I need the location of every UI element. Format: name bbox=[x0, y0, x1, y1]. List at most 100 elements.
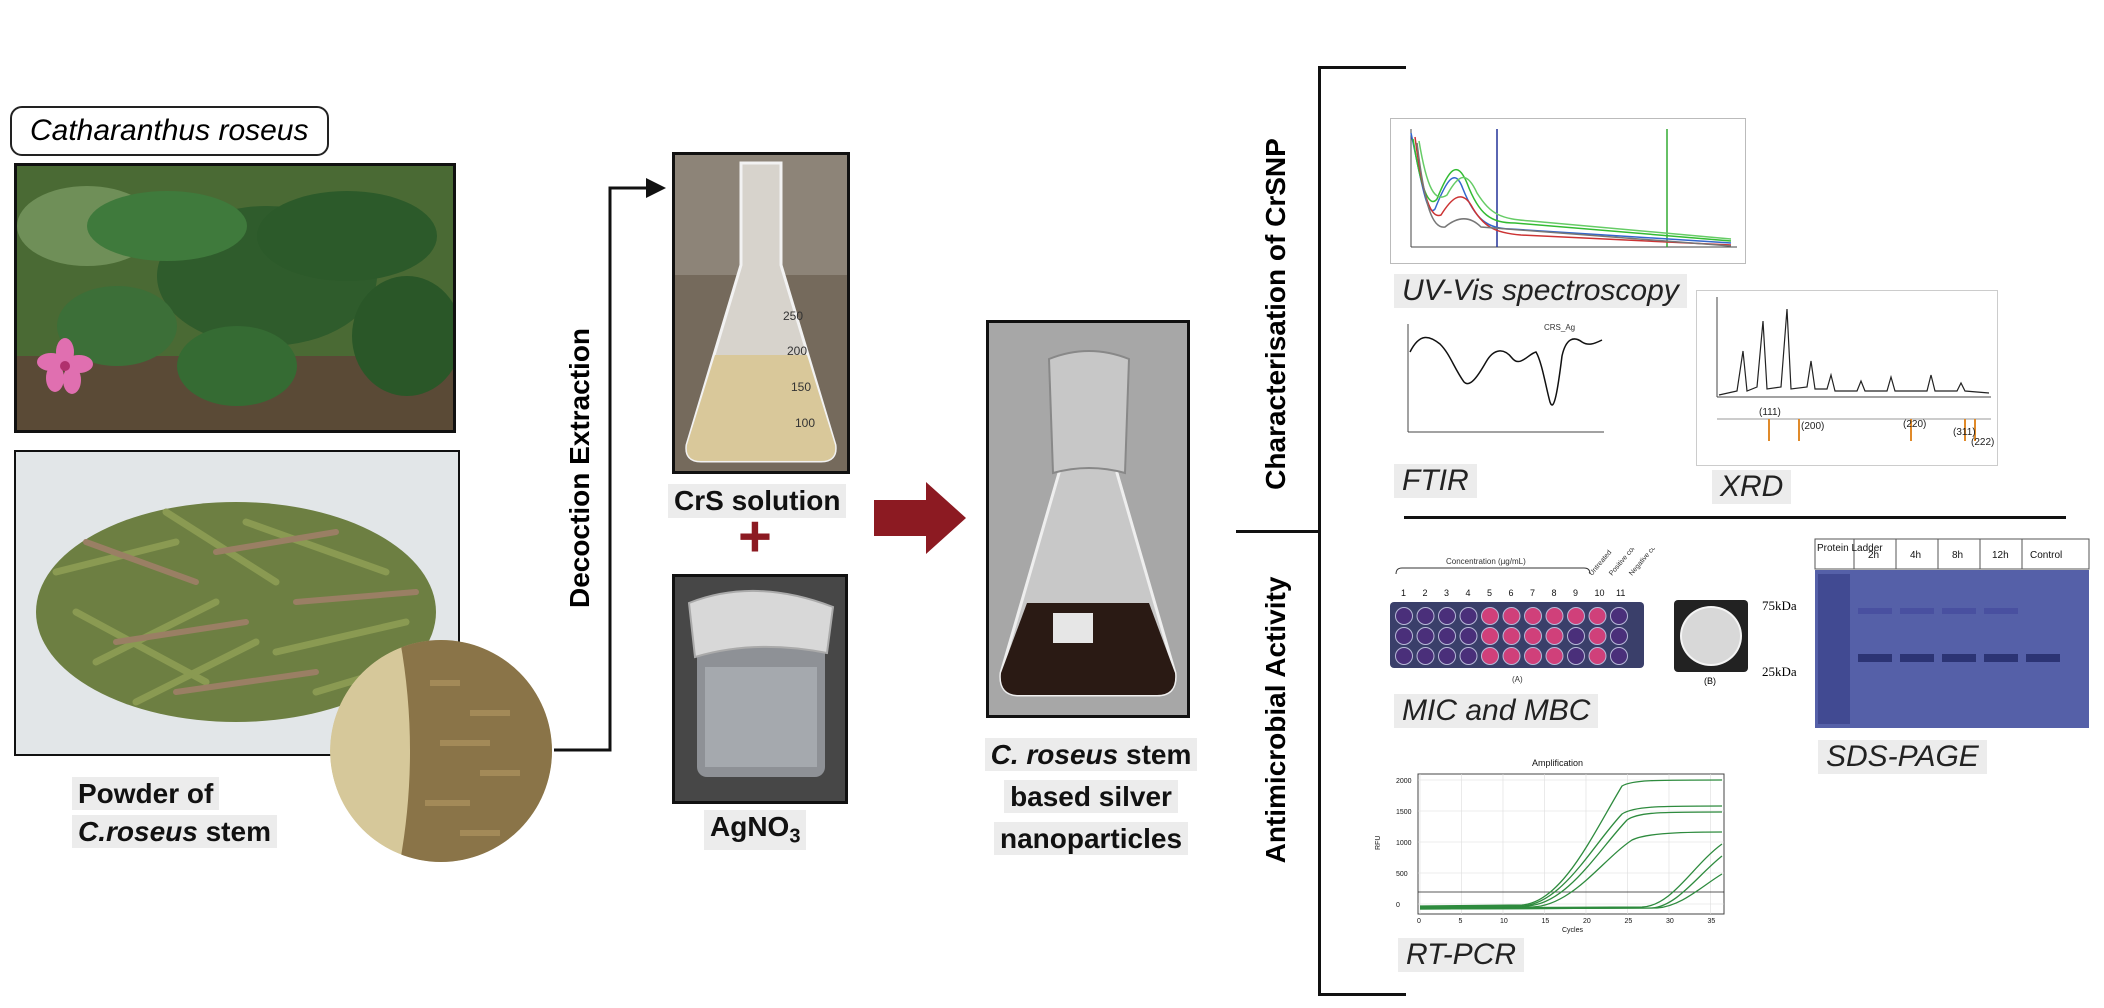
mic-col-label: 7 bbox=[1530, 588, 1535, 598]
rtpcr-xtick: 20 bbox=[1583, 918, 1591, 925]
sds-col-12h: 12h bbox=[1992, 550, 2009, 561]
xrd-label: XRD bbox=[1712, 470, 1792, 504]
ftir-chart: CRS_Ag bbox=[1394, 318, 1610, 448]
sds-col-control: Control bbox=[2030, 550, 2062, 561]
agno3-caption: AgNO3 bbox=[704, 810, 807, 850]
rtpcr-xtick: 15 bbox=[1542, 918, 1550, 925]
mic-panel-a: (A) bbox=[1512, 675, 1523, 684]
mic-plate-figure: Concentration (µg/mL) Untreated Positive… bbox=[1386, 534, 1670, 688]
crs-solution-caption: CrS solution bbox=[668, 484, 847, 518]
uvvis-chart bbox=[1390, 118, 1746, 264]
svg-text:(200): (200) bbox=[1801, 421, 1824, 432]
extraction-label: Decoction Extraction bbox=[564, 327, 595, 609]
mic-well bbox=[1567, 607, 1585, 625]
sds-label: SDS-PAGE bbox=[1818, 740, 1987, 774]
rtpcr-label: RT-PCR bbox=[1398, 938, 1525, 972]
xrd-chart: (111) (200) (220) (311) (222) bbox=[1696, 290, 1998, 466]
mic-well bbox=[1524, 607, 1542, 625]
mic-well bbox=[1438, 647, 1456, 665]
mic-col-label: 2 bbox=[1423, 588, 1428, 598]
petri-dish bbox=[1674, 600, 1748, 672]
mic-well bbox=[1545, 607, 1564, 625]
mic-col-label: 3 bbox=[1444, 588, 1449, 598]
svg-text:150: 150 bbox=[791, 380, 811, 394]
mic-well bbox=[1416, 647, 1435, 665]
mic-well bbox=[1567, 627, 1585, 645]
ftir-label: FTIR bbox=[1394, 464, 1477, 498]
powder-dish bbox=[330, 640, 552, 862]
nanoparticle-flask-illustration bbox=[989, 323, 1187, 715]
crs-solution-photo: 250 200 150 100 bbox=[672, 152, 850, 474]
mic-well bbox=[1438, 627, 1456, 645]
mic-well bbox=[1524, 627, 1542, 645]
mic-well bbox=[1610, 647, 1628, 665]
mic-col-label: 10 bbox=[1595, 588, 1605, 598]
characterisation-label: Characterisation of CrSNP bbox=[1260, 138, 1291, 490]
product-caption: C. roseus stem based silver nanoparticle… bbox=[976, 736, 1206, 862]
bracket-top bbox=[1318, 66, 1406, 69]
svg-text:250: 250 bbox=[783, 309, 803, 323]
mic-well bbox=[1416, 627, 1435, 645]
sds-marker-75: 75kDa bbox=[1762, 598, 1797, 613]
mic-well bbox=[1610, 627, 1628, 645]
rtpcr-title: Amplification bbox=[1532, 758, 1583, 768]
mic-well bbox=[1502, 627, 1521, 645]
mic-well bbox=[1481, 607, 1499, 625]
powder-caption-line2: C.roseus stem bbox=[72, 815, 277, 848]
mic-col-label: 8 bbox=[1552, 588, 1557, 598]
mic-well bbox=[1395, 627, 1413, 645]
mic-well bbox=[1459, 647, 1478, 665]
sds-col-8h: 8h bbox=[1952, 550, 1963, 561]
extraction-connector bbox=[554, 178, 666, 752]
mic-col-label: 11 bbox=[1616, 588, 1625, 598]
antimicrobial-label: Antimicrobial Activity bbox=[1260, 576, 1291, 864]
mic-label: MIC and MBC bbox=[1394, 694, 1599, 728]
mic-well bbox=[1459, 607, 1478, 625]
bracket-middle-left bbox=[1236, 530, 1320, 533]
sds-page-gel: Protein Ladder 2h 4h 8h 12h Control bbox=[1814, 538, 2090, 730]
nanoparticle-flask-photo bbox=[986, 320, 1190, 718]
mic-well bbox=[1438, 607, 1456, 625]
rtpcr-xtick: 30 bbox=[1666, 918, 1674, 925]
plant-photo bbox=[14, 163, 456, 433]
svg-text:(220): (220) bbox=[1903, 419, 1926, 430]
svg-text:(111): (111) bbox=[1759, 407, 1781, 418]
sds-col-ladder: Protein Ladder bbox=[1817, 543, 1883, 554]
mic-well bbox=[1395, 647, 1413, 665]
rtpcr-xtick: 35 bbox=[1708, 918, 1716, 925]
uvvis-label: UV-Vis spectroscopy bbox=[1394, 274, 1687, 308]
mic-header: Concentration (µg/mL) bbox=[1446, 557, 1526, 566]
mic-well bbox=[1502, 647, 1521, 665]
rtpcr-ylabel: RFU bbox=[1375, 836, 1382, 850]
rtpcr-xlabel: Cycles bbox=[1562, 927, 1584, 934]
mic-well bbox=[1588, 607, 1607, 625]
mic-well bbox=[1567, 647, 1585, 665]
rtpcr-ytick: 1000 bbox=[1396, 840, 1412, 847]
mic-col-label: 1 bbox=[1401, 588, 1406, 598]
rtpcr-xtick: 0 bbox=[1417, 918, 1421, 925]
mic-well bbox=[1588, 647, 1607, 665]
mic-col-label: 4 bbox=[1466, 588, 1471, 598]
rtpcr-xtick: 25 bbox=[1625, 918, 1633, 925]
powder-caption-line1: Powder of bbox=[72, 777, 220, 810]
svg-text:(311): (311) bbox=[1953, 427, 1976, 438]
rtpcr-ytick: 500 bbox=[1396, 871, 1408, 878]
mic-well bbox=[1545, 627, 1564, 645]
mic-well bbox=[1610, 607, 1628, 625]
svg-text:100: 100 bbox=[795, 416, 815, 430]
beaker-illustration bbox=[675, 577, 845, 801]
powder-caption: Powder of C.roseus stem bbox=[72, 777, 277, 848]
rtpcr-ytick: 2000 bbox=[1396, 778, 1412, 785]
agno3-photo bbox=[672, 574, 848, 804]
synthesis-arrow bbox=[874, 482, 966, 554]
svg-text:(222): (222) bbox=[1971, 437, 1994, 448]
mic-well bbox=[1545, 647, 1564, 665]
plant-illustration bbox=[17, 166, 453, 430]
mic-col-label: 5 bbox=[1487, 588, 1492, 598]
mic-well bbox=[1502, 607, 1521, 625]
mic-well bbox=[1416, 607, 1435, 625]
flask-illustration: 250 200 150 100 bbox=[675, 155, 847, 471]
mic-well bbox=[1459, 627, 1478, 645]
mic-well bbox=[1588, 627, 1607, 645]
mic-col-label: 6 bbox=[1509, 588, 1514, 598]
